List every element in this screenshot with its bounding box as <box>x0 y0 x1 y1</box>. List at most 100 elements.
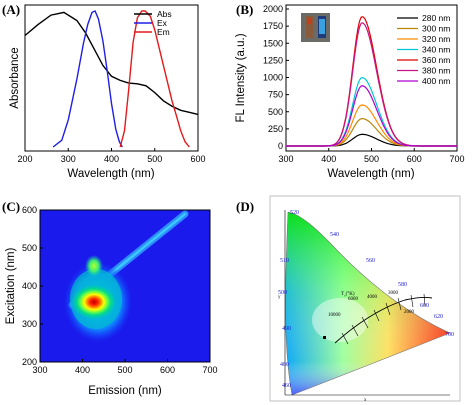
cct-tick-10000: 10000 <box>328 313 341 318</box>
a-series-ex <box>52 10 123 148</box>
cie-planckian <box>334 293 433 345</box>
panel-c-label: (C) <box>2 199 20 214</box>
panel-a-ylabel: Absorbance <box>9 47 21 108</box>
b-ytick-label: 1500 <box>263 38 283 48</box>
locus-label-620: 620 <box>434 314 443 320</box>
b-xtick-label: 400 <box>321 154 336 164</box>
c-xtick-label: 400 <box>75 365 90 375</box>
locus-label-540: 540 <box>330 232 339 238</box>
main-peak <box>72 285 116 319</box>
cie-labels: 460 480 490 500 510 520 540 560 580 600 620 700 <box>278 210 454 389</box>
b-legend-entry: 300 nm <box>422 24 450 34</box>
b-legend-entry: 380 nm <box>422 66 450 76</box>
panel-d-label: (D) <box>236 199 254 214</box>
b-legend-entry: 340 nm <box>422 45 450 55</box>
cct-tick-6000: 6000 <box>348 297 359 302</box>
cie-axes <box>284 210 450 396</box>
cie-ylabel: y <box>278 295 281 300</box>
cct-tick-2000: 2000 <box>404 310 415 315</box>
b-ytick-label: 0 <box>278 141 283 151</box>
panel-b-label: (B) <box>236 2 253 17</box>
locus-label-490: 490 <box>282 326 291 332</box>
c-ytick-label: 600 <box>22 205 37 215</box>
panel-a-label: (A) <box>2 2 20 17</box>
b-legend-entry: 280 nm <box>422 13 450 23</box>
cct-tick-4000: 4000 <box>367 295 378 300</box>
a-legend-entry: Abs <box>157 9 172 19</box>
locus-label-500: 500 <box>278 290 287 296</box>
panel-a-ticks: 200 300 400 500 600 <box>17 148 206 164</box>
b-series-320-nm <box>286 104 457 147</box>
c-ytick-label: 200 <box>22 357 37 367</box>
b-legend-entry: 320 nm <box>422 34 450 44</box>
a-xtick-label: 600 <box>190 154 205 164</box>
panel-d: (D) <box>236 195 461 403</box>
secondary-peak <box>85 255 103 277</box>
panel-c-xlabel: Emission (nm) <box>88 385 162 397</box>
panel-a-plot <box>24 10 199 148</box>
panel-b-ticks: 300 400 500 600 700 0 250 500 750 1000 1250 1500 175… <box>263 4 465 164</box>
vial-photo <box>301 13 330 42</box>
panel-a: (A) 200 300 400 500 600 Wavelength (nm) Abso… <box>2 2 206 180</box>
panel-a-frame <box>24 4 199 152</box>
svg-text:Tc(°K): Tc(°K) <box>341 292 355 298</box>
heatmap-contours <box>64 210 189 342</box>
locus-label-480: 480 <box>280 362 289 368</box>
panel-b-plot <box>286 16 457 147</box>
locus-label-460: 460 <box>282 383 291 389</box>
a-xtick-label: 200 <box>17 154 32 164</box>
cie-coordinate-point <box>323 336 326 339</box>
panel-b-ylabel: FL Intensity (a.u.) <box>235 33 247 122</box>
b-xtick-label: 700 <box>449 154 464 164</box>
b-ytick-label: 1750 <box>263 21 283 31</box>
panel-c: (C) <box>2 199 218 397</box>
b-series-300-nm <box>286 117 457 147</box>
panel-b: (B) 300 400 500 600 700 0 250 500 750 1000 1250 150… <box>235 2 465 180</box>
b-series-400-nm <box>286 85 457 147</box>
locus-label-700: 700 <box>445 332 454 338</box>
b-xtick-label: 300 <box>278 154 293 164</box>
b-ytick-label: 2000 <box>263 4 283 14</box>
cct-ticks: 10000 6000 4000 3000 2000 <box>328 291 415 318</box>
locus-label-510: 510 <box>280 258 289 264</box>
a-xtick-label: 300 <box>61 154 76 164</box>
locus-label-560: 560 <box>366 258 375 264</box>
b-series-280-nm <box>286 133 457 147</box>
a-legend-entry: Em <box>157 27 170 37</box>
c-xtick-label: 700 <box>202 365 217 375</box>
b-ytick-label: 1250 <box>263 55 283 65</box>
c-ytick-label: 500 <box>22 243 37 253</box>
b-ytick-label: 500 <box>268 107 283 117</box>
b-legend-entry: 400 nm <box>422 76 450 86</box>
b-xtick-label: 600 <box>407 154 422 164</box>
panel-c-ylabel: Excitation (nm) <box>5 247 17 324</box>
a-series-em <box>119 10 190 148</box>
cct-tick-3000: 3000 <box>388 291 399 296</box>
b-legend-entry: 360 nm <box>422 55 450 65</box>
a-series-abs <box>24 11 199 116</box>
b-ytick-label: 1000 <box>263 73 283 83</box>
panel-b-xlabel: Wavelength (nm) <box>327 168 414 180</box>
c-xtick-label: 600 <box>160 365 175 375</box>
c-ytick-label: 400 <box>22 281 37 291</box>
panel-a-xlabel: Wavelength (nm) <box>67 168 154 180</box>
locus-label-580: 580 <box>398 282 407 288</box>
c-xtick-label: 500 <box>117 365 132 375</box>
b-xtick-label: 500 <box>364 154 379 164</box>
b-ytick-label: 250 <box>268 124 283 134</box>
spectral-locus <box>285 211 451 396</box>
cie-xlabel: x <box>364 398 367 403</box>
a-xtick-label: 500 <box>147 154 162 164</box>
b-ytick-label: 750 <box>268 90 283 100</box>
a-xtick-label: 400 <box>104 154 119 164</box>
a-legend-entry: Ex <box>157 18 168 28</box>
locus-label-520: 520 <box>290 210 299 216</box>
locus-label-600: 600 <box>420 303 429 309</box>
c-ytick-label: 300 <box>22 319 37 329</box>
cct-label: Tc(°K) <box>341 292 355 298</box>
c-xtick-label: 300 <box>32 365 47 375</box>
